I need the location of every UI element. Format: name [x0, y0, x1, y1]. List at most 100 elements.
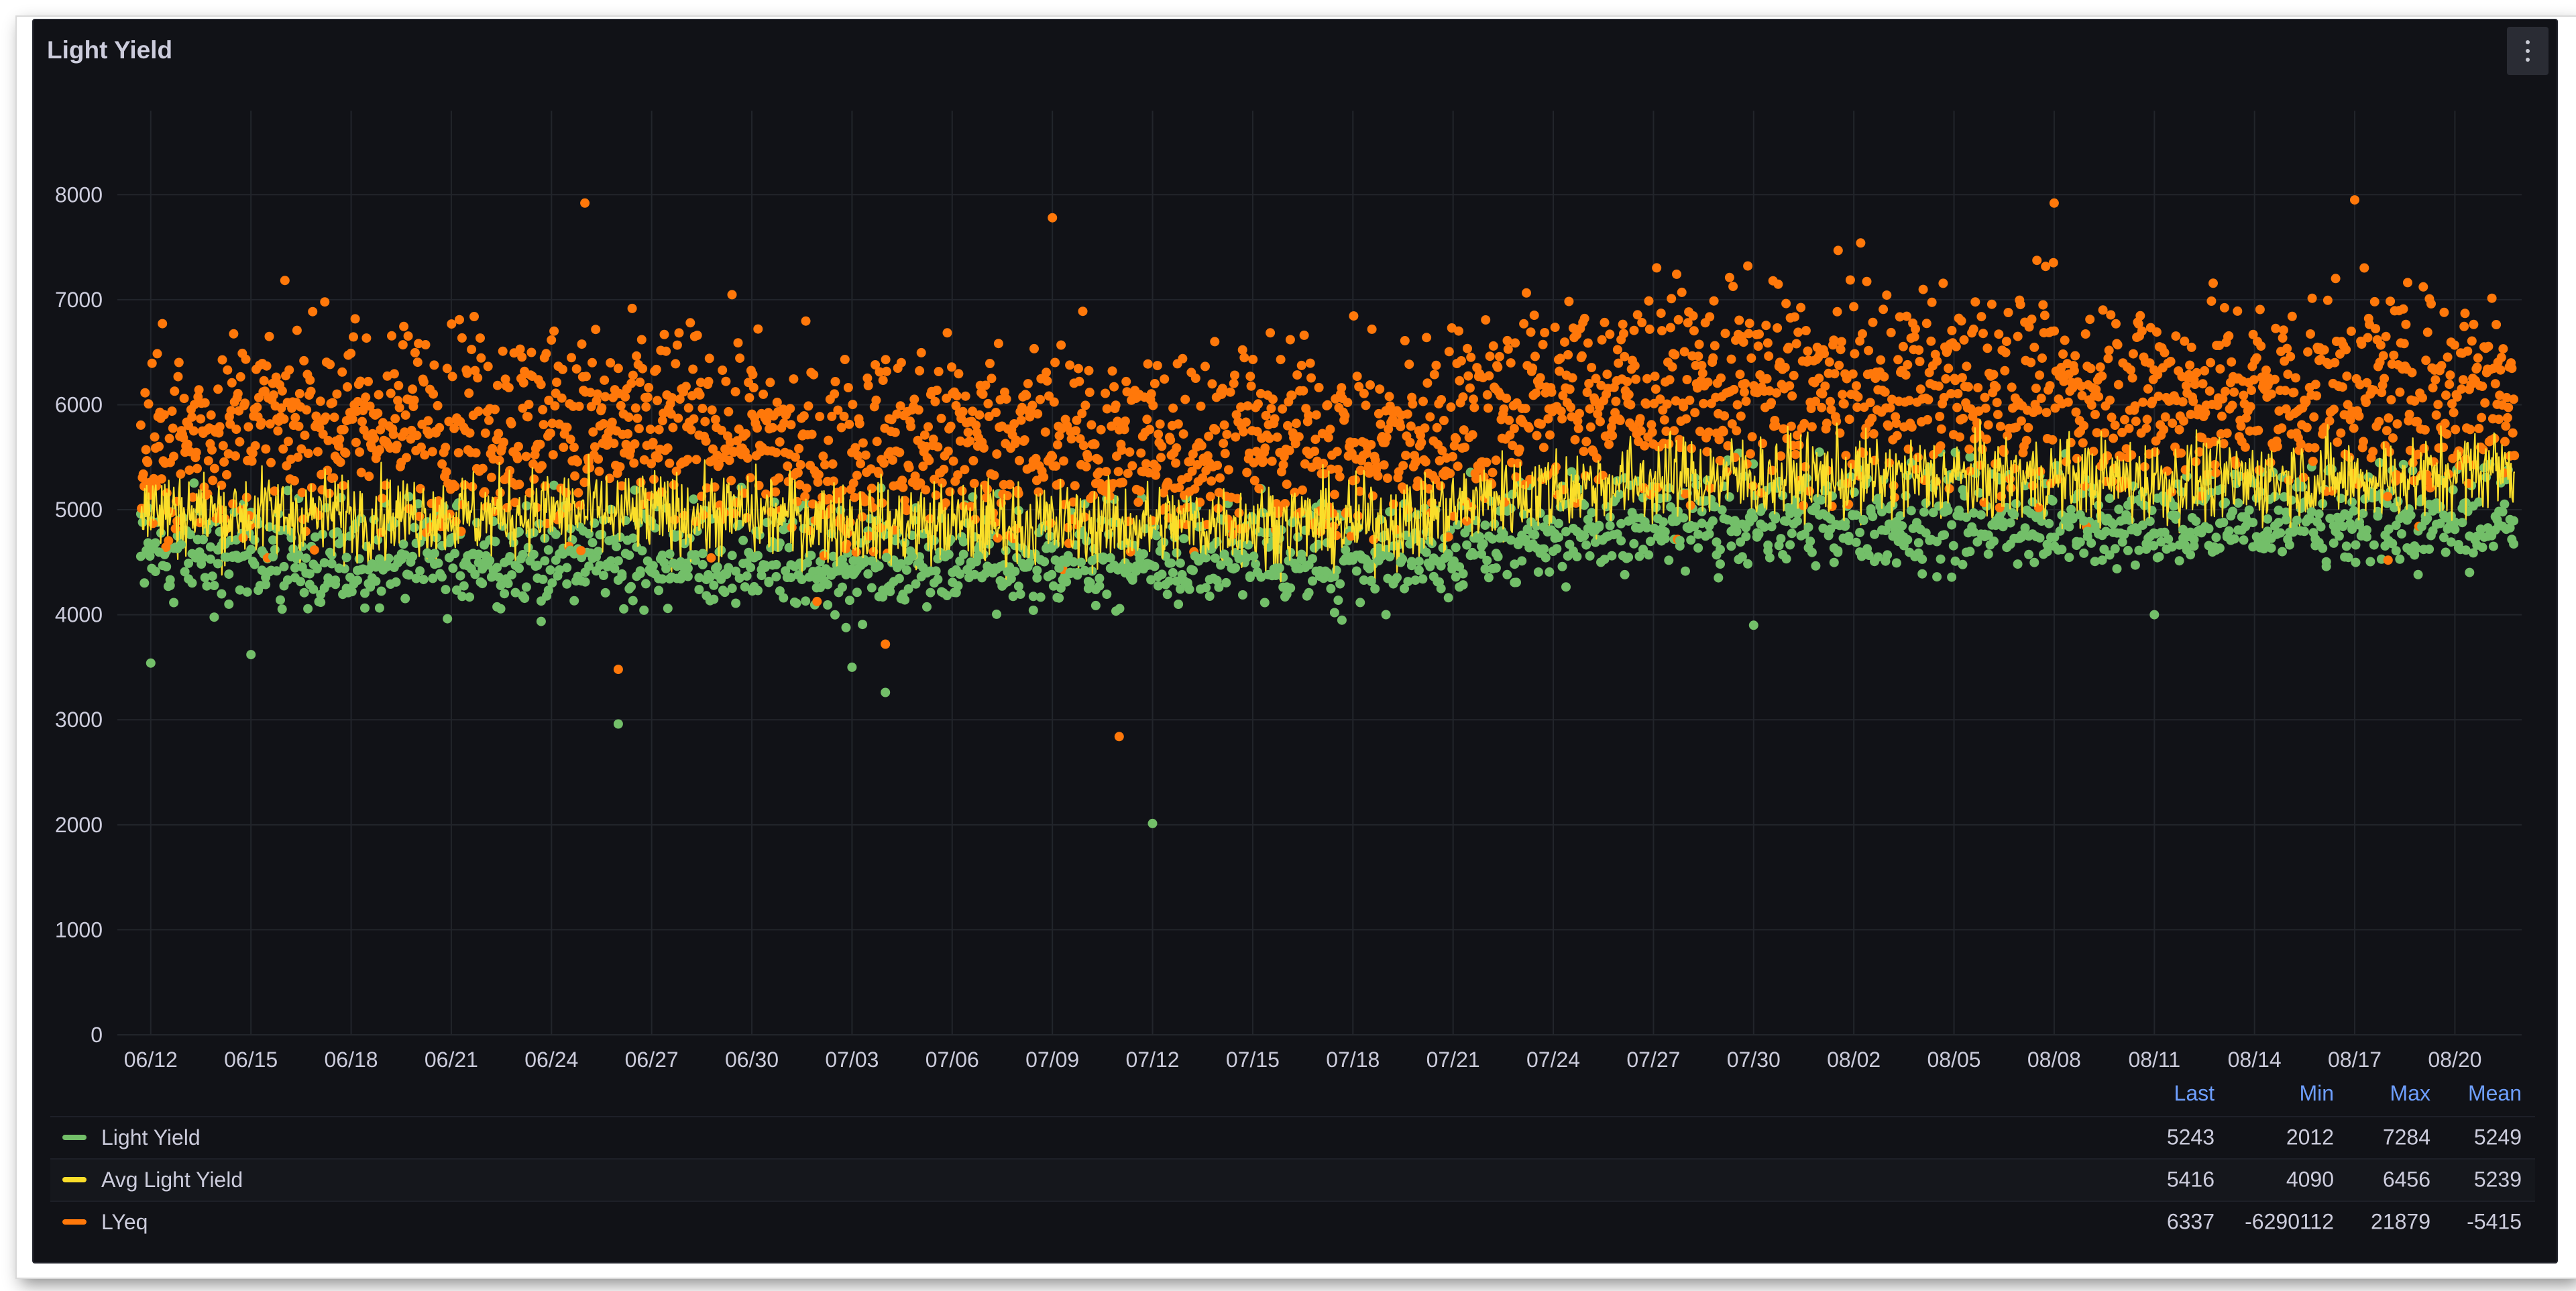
lyeq-point [2217, 411, 2227, 421]
light-yield-point [409, 522, 419, 532]
lyeq-point [386, 388, 396, 398]
light-yield-point [599, 571, 608, 580]
lyeq-point [164, 433, 174, 443]
lyeq-point [987, 374, 997, 384]
lyeq-point [1740, 378, 1750, 388]
lyeq-point [1314, 382, 1324, 392]
lyeq-point [535, 439, 545, 449]
panel-menu-button[interactable] [2507, 27, 2549, 75]
lyeq-point [1720, 411, 1730, 421]
lyeq-point [306, 386, 316, 396]
lyeq-point [1796, 302, 1806, 313]
light-yield-point [2169, 501, 2179, 511]
lyeq-point [1583, 338, 1593, 348]
x-tick-label: 06/18 [325, 1048, 378, 1072]
lyeq-point [1773, 323, 1783, 333]
lyeq-point [989, 470, 999, 480]
lyeq-point [252, 402, 262, 412]
lyeq-point [775, 437, 785, 447]
legend-header-mean[interactable]: Mean [2467, 1081, 2522, 1105]
light-yield-point [2050, 532, 2060, 543]
light-yield-point [521, 582, 531, 592]
lyeq-point [2420, 425, 2430, 435]
light-yield-point [1385, 552, 1395, 562]
legend-value-last: 6337 [2166, 1209, 2215, 1234]
lyeq-point [400, 410, 410, 420]
lyeq-point [665, 458, 675, 468]
legend-value-last: 5243 [2166, 1125, 2215, 1149]
legend-header-max[interactable]: Max [2390, 1081, 2430, 1105]
lyeq-point [261, 444, 271, 454]
lyeq-point [1604, 439, 1614, 449]
legend-header-min[interactable]: Min [2299, 1081, 2334, 1105]
legend-row-light-yield[interactable]: Light Yield 5243 2012 7284 5249 [50, 1116, 2535, 1158]
lyeq-point [2138, 397, 2148, 407]
light-yield-point [1600, 555, 1610, 565]
light-yield-point [169, 598, 179, 608]
light-yield-point [1607, 551, 1617, 561]
lyeq-point [1741, 396, 1751, 406]
lyeq-point [498, 346, 508, 356]
light-yield-point [2174, 556, 2184, 566]
lyeq-point [1983, 420, 1993, 430]
lyeq-point [173, 372, 183, 382]
lyeq-point [2401, 319, 2411, 329]
light-yield-point [1530, 530, 1540, 540]
light-yield-point [1493, 552, 1503, 562]
lyeq-point [2363, 333, 2373, 343]
light-yield-point [1010, 567, 1020, 576]
x-tick-label: 08/02 [1827, 1048, 1881, 1072]
light-yield-point [2167, 542, 2177, 552]
light-yield-point [1891, 558, 1901, 568]
lyeq-point [565, 435, 575, 445]
lyeq-point [280, 276, 290, 286]
lyeq-point [1352, 372, 1362, 382]
legend-row-lyeq[interactable]: LYeq 6337 -6290112 21879 -5415 [50, 1200, 2535, 1242]
lyeq-point [1836, 337, 1846, 347]
lyeq-point [2080, 329, 2090, 339]
lyeq-point [2179, 416, 2188, 426]
lyeq-point [1995, 503, 2005, 512]
lyeq-point [856, 459, 866, 469]
x-tick-label: 08/11 [2128, 1048, 2180, 1072]
light-yield-point [224, 569, 234, 579]
light-yield-point [2465, 567, 2475, 577]
light-yield-point [398, 539, 408, 549]
lyeq-point [733, 338, 743, 348]
lyeq-point [2078, 438, 2088, 448]
lyeq-point [450, 482, 460, 492]
lyeq-point [1049, 397, 1059, 407]
lyeq-point [2428, 383, 2438, 393]
lyeq-point [2070, 351, 2080, 361]
lyeq-point [2192, 368, 2202, 378]
lyeq-point [2458, 375, 2468, 385]
lyeq-point [1858, 329, 1867, 339]
lyeq-point [571, 364, 581, 374]
light-yield-point [1873, 494, 1883, 504]
legend-row-avg-light-yield[interactable]: Avg Light Yield 5416 4090 6456 5239 [50, 1158, 2535, 1200]
light-yield-point [630, 485, 640, 495]
legend-header-last[interactable]: Last [2174, 1081, 2215, 1105]
lyeq-point [2272, 441, 2282, 451]
light-yield-point [367, 559, 377, 569]
lyeq-point [1585, 422, 1595, 432]
lyeq-point [1531, 388, 1541, 398]
lyeq-point [1444, 347, 1454, 357]
lyeq-point [1349, 311, 1359, 321]
legend-series-name: Avg Light Yield [101, 1167, 243, 1192]
lyeq-point [536, 380, 546, 390]
lyeq-point [2109, 433, 2119, 443]
lyeq-point [1530, 351, 1540, 361]
lyeq-point [144, 399, 154, 409]
lyeq-point [442, 363, 452, 374]
lyeq-point [1519, 319, 1529, 329]
lyeq-point [1532, 431, 1542, 441]
lyeq-point [1093, 455, 1103, 465]
light-yield-point [2278, 547, 2287, 557]
light-yield-point [540, 556, 550, 566]
lyeq-point [2185, 360, 2195, 370]
light-yield-point [926, 566, 936, 576]
legend-value-min: -6290112 [2245, 1209, 2334, 1234]
light-yield-point [2114, 504, 2124, 514]
